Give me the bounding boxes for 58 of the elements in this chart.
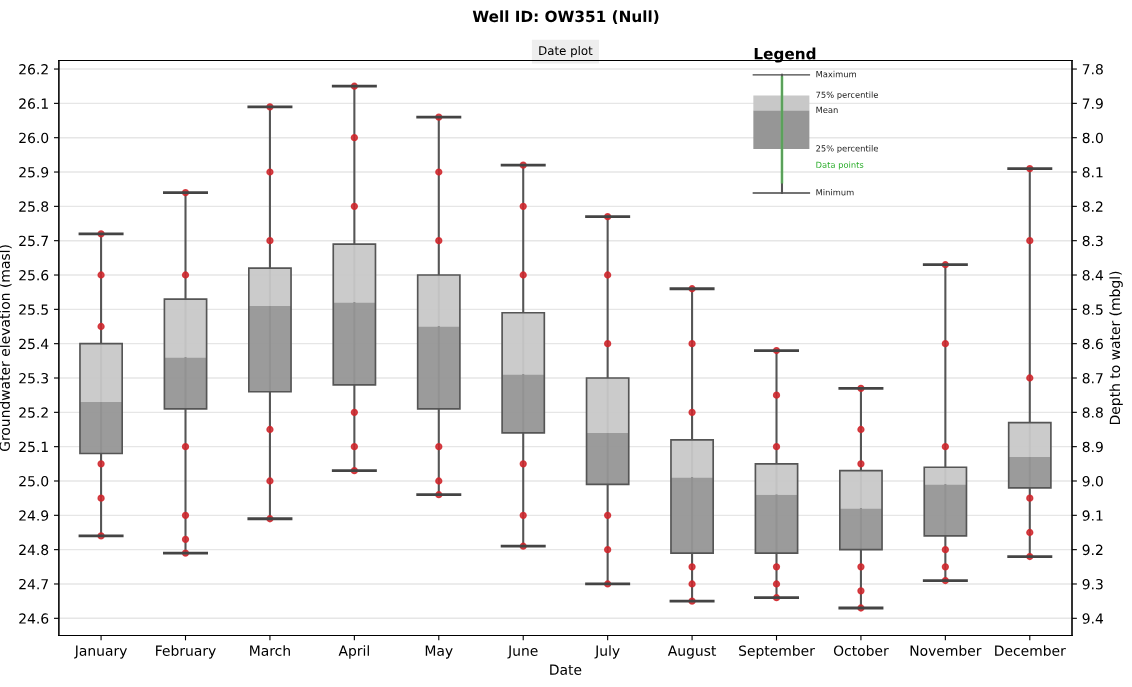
y-tick-label: 25.0 [19,475,49,487]
y2-tick-label: 7.9 [1082,98,1103,109]
y-tick-label: 24.6 [19,613,49,624]
annotation: 75% percentile [816,91,878,100]
y-tick-label: 26.0 [19,132,49,144]
y-tick-label: 26.2 [19,64,48,75]
y2-tick-label: 8.6 [1082,338,1103,350]
annotation: Legend [754,47,816,63]
y2-tick-label: 8.8 [1082,407,1103,418]
x-tick-label: March [250,645,290,656]
y-tick-label: 25.5 [19,304,48,315]
y2-tick-label: 8.3 [1082,235,1103,247]
y2-tick-label: 9.0 [1082,475,1103,487]
chart-subtitle: Date plot [539,45,593,58]
annotation: Data points [816,161,864,170]
annotation: 25% percentile [816,145,878,154]
x-tick-label: July [594,645,620,659]
x-tick-label: June [507,645,538,659]
annotation: Minimum [816,189,854,196]
y-tick-label: 25.9 [19,167,49,178]
x-tick-label: December [995,645,1066,656]
y2-tick-label: 8.0 [1082,132,1103,144]
x-axis-title: Date [550,664,582,675]
chart-title: Well ID: OW351 (Null) [472,10,659,24]
y2-tick-label: 8.5 [1082,304,1103,315]
x-tick-label: October [833,645,889,656]
x-tick-label: August [667,645,717,659]
x-tick-label: February [156,645,216,659]
annotation: Maximum [816,70,856,78]
y-tick-label: 25.2 [19,407,48,418]
y2-tick-label: 9.4 [1082,613,1104,624]
y-tick-label: 24.9 [19,510,49,521]
y2-tick-label: 8.7 [1082,372,1103,384]
y-tick-label: 25.3 [19,372,49,384]
x-tick-label: January [74,645,127,659]
y2-tick-label: 8.4 [1082,269,1104,281]
y-tick-label: 24.7 [19,578,48,590]
y-axis-title: Groundwater elevation (masl) [0,245,12,452]
x-tick-label: April [338,645,369,659]
y2-tick-label: 8.9 [1082,441,1103,453]
y2-tick-label: 7.8 [1082,64,1103,75]
y2-tick-label: 9.2 [1082,544,1103,556]
y-tick-label: 26.1 [19,98,48,109]
y-tick-label: 25.8 [19,201,49,212]
y-tick-label: 25.4 [19,338,49,350]
x-tick-label: May [425,645,453,659]
x-tick-label: September [739,645,815,659]
y2-tick-label: 8.1 [1082,167,1103,178]
y-tick-label: 24.8 [19,544,49,556]
y-tick-label: 25.6 [19,269,49,281]
y2-axis-title: Depth to water (mbgl) [1109,271,1123,425]
y2-tick-label: 8.2 [1082,201,1103,212]
y-tick-label: 25.1 [19,441,48,453]
y-tick-label: 25.7 [19,235,48,247]
x-tick-label: November [910,645,982,656]
y2-tick-label: 9.3 [1082,578,1103,590]
y2-tick-label: 9.1 [1082,510,1103,521]
annotation: Mean [816,106,838,114]
